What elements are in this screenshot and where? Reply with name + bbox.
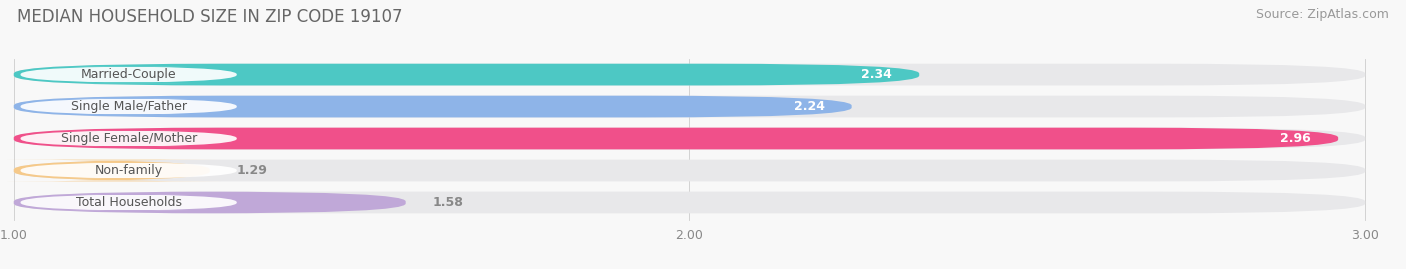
FancyBboxPatch shape: [14, 128, 1339, 149]
Text: 2.96: 2.96: [1281, 132, 1312, 145]
FancyBboxPatch shape: [14, 96, 852, 118]
FancyBboxPatch shape: [21, 66, 236, 83]
Text: MEDIAN HOUSEHOLD SIZE IN ZIP CODE 19107: MEDIAN HOUSEHOLD SIZE IN ZIP CODE 19107: [17, 8, 402, 26]
Text: Single Male/Father: Single Male/Father: [70, 100, 187, 113]
Text: Total Households: Total Households: [76, 196, 181, 209]
FancyBboxPatch shape: [14, 128, 1365, 149]
FancyBboxPatch shape: [3, 160, 221, 181]
FancyBboxPatch shape: [21, 130, 236, 147]
FancyBboxPatch shape: [14, 192, 1365, 213]
FancyBboxPatch shape: [21, 194, 236, 211]
Text: Single Female/Mother: Single Female/Mother: [60, 132, 197, 145]
FancyBboxPatch shape: [21, 162, 236, 179]
Text: Non-family: Non-family: [94, 164, 163, 177]
Text: 1.29: 1.29: [236, 164, 267, 177]
Text: 2.34: 2.34: [862, 68, 893, 81]
FancyBboxPatch shape: [14, 64, 1365, 86]
Text: Married-Couple: Married-Couple: [80, 68, 177, 81]
Text: Source: ZipAtlas.com: Source: ZipAtlas.com: [1256, 8, 1389, 21]
Text: 1.58: 1.58: [433, 196, 464, 209]
FancyBboxPatch shape: [14, 192, 406, 213]
FancyBboxPatch shape: [14, 160, 1365, 181]
FancyBboxPatch shape: [14, 64, 920, 86]
FancyBboxPatch shape: [21, 98, 236, 115]
FancyBboxPatch shape: [14, 96, 1365, 118]
Text: 2.24: 2.24: [793, 100, 825, 113]
